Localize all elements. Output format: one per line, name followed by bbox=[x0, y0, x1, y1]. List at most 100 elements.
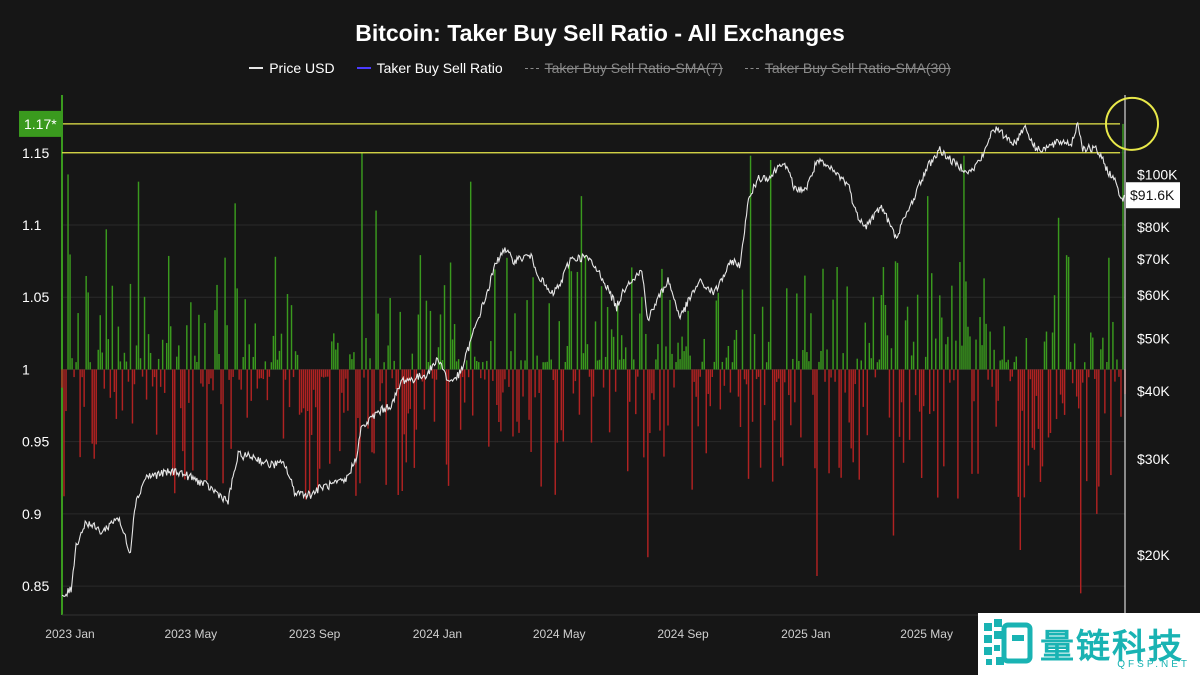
ratio-bar bbox=[586, 344, 589, 370]
ratio-bar bbox=[401, 369, 403, 491]
ratio-bar bbox=[129, 283, 132, 370]
ratio-bar bbox=[552, 369, 554, 381]
ratio-bar bbox=[337, 342, 339, 370]
legend-item-sma7[interactable]: Taker Buy Sell Ratio-SMA(7) bbox=[524, 60, 723, 76]
ratio-bar bbox=[363, 369, 365, 378]
ratio-bar bbox=[534, 369, 536, 398]
ratio-bar bbox=[413, 369, 416, 468]
ratio-bar bbox=[782, 369, 784, 466]
ratio-bar bbox=[971, 369, 973, 474]
ratio-bar bbox=[999, 360, 1001, 370]
legend-item-price[interactable]: Price USD bbox=[249, 60, 335, 76]
ratio-bar bbox=[697, 369, 699, 427]
ratio-bar bbox=[453, 324, 456, 370]
ratio-bar bbox=[820, 350, 822, 370]
ratio-bar bbox=[554, 369, 556, 495]
ratio-bar bbox=[1005, 362, 1007, 370]
ratio-bar bbox=[604, 356, 607, 370]
ratio-bar bbox=[846, 286, 848, 370]
price-tick-label: $70K bbox=[1137, 251, 1170, 267]
highlight-circle bbox=[1104, 96, 1159, 151]
ratio-bar bbox=[230, 369, 232, 449]
ratio-bar bbox=[1096, 369, 1098, 514]
ratio-bar bbox=[449, 262, 452, 370]
ratio-bar bbox=[103, 369, 106, 389]
ratio-bar bbox=[538, 369, 540, 393]
ratio-bar bbox=[419, 255, 422, 370]
ratio-bar bbox=[965, 281, 967, 370]
ratio-bar bbox=[439, 314, 442, 370]
ratio-bar bbox=[131, 369, 134, 424]
ratio-bar bbox=[647, 369, 649, 558]
ratio-bar bbox=[808, 361, 810, 370]
price-tick-label: $100K bbox=[1137, 167, 1178, 183]
ratio-bar bbox=[949, 369, 951, 383]
ratio-bar bbox=[111, 285, 114, 370]
ratio-bar bbox=[1057, 217, 1060, 370]
ratio-bar bbox=[870, 358, 873, 370]
ratio-bar bbox=[780, 369, 782, 458]
ratio-bar bbox=[238, 369, 240, 380]
price-tick-label: $60K bbox=[1137, 287, 1170, 303]
ratio-bar bbox=[411, 353, 414, 370]
ratio-bar bbox=[180, 369, 182, 409]
ratio-bar bbox=[1081, 369, 1084, 383]
ratio-bar bbox=[963, 155, 965, 370]
ratio-bar bbox=[721, 361, 724, 370]
ratio-bar bbox=[898, 369, 901, 437]
ratio-bar bbox=[711, 369, 714, 378]
ratio-bar bbox=[252, 356, 254, 370]
ratio-bar bbox=[89, 362, 91, 370]
ratio-bar bbox=[87, 292, 89, 370]
ratio-bar bbox=[67, 174, 69, 370]
ratio-bar bbox=[353, 352, 355, 370]
ratio-bar bbox=[574, 369, 577, 382]
legend-item-sma30[interactable]: Taker Buy Sell Ratio-SMA(30) bbox=[744, 60, 951, 76]
ratio-bar bbox=[526, 300, 528, 370]
ratio-bar bbox=[288, 369, 291, 408]
ratio-bar bbox=[1033, 369, 1036, 450]
price-tick-label: $20K bbox=[1137, 547, 1170, 563]
ratio-bar bbox=[715, 300, 718, 370]
ratio-bar bbox=[399, 311, 401, 370]
ratio-bar bbox=[1009, 369, 1011, 382]
ratio-bar bbox=[723, 369, 726, 386]
y-tick-label: 1.15 bbox=[22, 145, 49, 161]
ratio-bar bbox=[731, 362, 734, 370]
ratio-bar bbox=[492, 369, 494, 381]
ratio-bar bbox=[727, 345, 730, 370]
ratio-bar bbox=[945, 344, 947, 370]
ratio-bar bbox=[242, 357, 244, 370]
ratio-bar bbox=[135, 345, 138, 370]
legend-label-price: Price USD bbox=[269, 60, 335, 76]
ratio-bar bbox=[403, 369, 405, 435]
ratio-bar bbox=[284, 369, 287, 380]
ratio-bar bbox=[1019, 369, 1022, 550]
ratio-bar bbox=[651, 369, 653, 394]
ratio-bar bbox=[737, 369, 740, 397]
ratio-bar bbox=[69, 254, 71, 370]
ratio-bar bbox=[1092, 337, 1094, 370]
ratio-bar bbox=[733, 339, 736, 370]
ratio-bar bbox=[987, 369, 989, 380]
ratio-bar bbox=[333, 333, 335, 370]
ratio-bar bbox=[300, 369, 303, 413]
ratio-bar bbox=[528, 369, 530, 420]
ratio-bar bbox=[524, 360, 526, 370]
ratio-bar bbox=[900, 369, 903, 403]
legend-item-ratio[interactable]: Taker Buy Sell Ratio bbox=[356, 60, 503, 76]
ratio-bar bbox=[318, 369, 321, 469]
ratio-bar bbox=[802, 350, 804, 370]
ratio-bar bbox=[75, 362, 77, 370]
ratio-bar bbox=[1100, 349, 1102, 370]
ratio-bar bbox=[196, 361, 198, 370]
ratio-bar bbox=[916, 294, 919, 370]
ratio-bar bbox=[826, 349, 828, 370]
ratio-bar bbox=[61, 369, 63, 388]
ratio-bar bbox=[788, 369, 790, 396]
ratio-bar bbox=[1075, 369, 1078, 397]
ratio-bar bbox=[866, 369, 869, 436]
ratio-bar bbox=[178, 345, 180, 370]
legend-label-ratio: Taker Buy Sell Ratio bbox=[376, 60, 503, 76]
